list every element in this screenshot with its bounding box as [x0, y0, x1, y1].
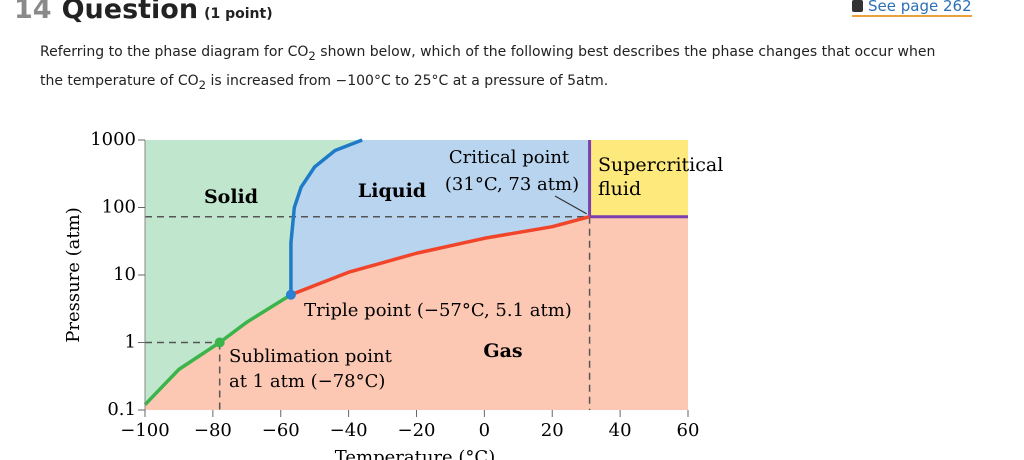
- text: shown below, which of the following best…: [40, 44, 936, 89]
- text: is increased from −100°C to 25°C at a pr…: [206, 72, 609, 89]
- question-text: Referring to the phase diagram for CO2 s…: [40, 40, 940, 98]
- annotation: Sublimation point: [229, 346, 393, 367]
- gas-region: [145, 216, 688, 410]
- y-tick-label: 1000: [90, 129, 136, 150]
- y-tick-label: 1: [125, 332, 136, 353]
- x-tick-label: −80: [194, 420, 232, 441]
- x-tick-label: −20: [398, 420, 436, 441]
- x-tick-label: 40: [609, 420, 632, 441]
- region-label: Gas: [483, 340, 522, 362]
- text: Referring to the phase diagram for CO: [40, 44, 309, 60]
- point-marker: [214, 337, 225, 348]
- solid-region: [145, 140, 363, 405]
- y-tick-label: 0.1: [107, 399, 136, 420]
- annotation: Critical point: [449, 147, 570, 168]
- link-text[interactable]: See page 262: [868, 0, 972, 15]
- supercritical-region: [589, 140, 688, 217]
- y-axis-label: Pressure (atm): [63, 207, 84, 343]
- annotation: Triple point (−57°C, 5.1 atm): [304, 300, 572, 321]
- question-points: (1 point): [204, 6, 273, 22]
- question-title: Question: [61, 0, 199, 25]
- x-tick-label: −100: [120, 420, 169, 441]
- book-icon: [852, 0, 863, 12]
- x-tick-label: −40: [330, 420, 368, 441]
- region-label: Liquid: [358, 180, 426, 202]
- annotation-pointer: [554, 195, 587, 215]
- region-label: Solid: [204, 186, 258, 208]
- annotation: (31°C, 73 atm): [445, 174, 579, 195]
- x-tick-label: −60: [262, 420, 300, 441]
- phase-curve: [290, 215, 591, 297]
- annotation: at 1 atm (−78°C): [229, 371, 385, 392]
- subscript: 2: [308, 48, 316, 63]
- region-label: fluid: [598, 178, 641, 200]
- point-marker: [285, 289, 296, 300]
- x-tick-label: 0: [479, 420, 490, 441]
- x-axis-label: Temperature (°C): [335, 447, 495, 460]
- y-tick-label: 100: [102, 197, 136, 218]
- question-number: 14: [14, 0, 52, 25]
- y-tick-label: 10: [113, 264, 136, 285]
- phase-curve: [289, 138, 363, 295]
- question-header: 14 Question (1 point): [14, 0, 273, 25]
- x-tick-label: 20: [541, 420, 564, 441]
- subscript: 2: [198, 77, 207, 92]
- see-page-link[interactable]: See page 262: [852, 0, 972, 17]
- x-tick-label: 60: [677, 420, 700, 441]
- region-label: Supercritical: [598, 154, 723, 176]
- liquid-region: [290, 140, 590, 295]
